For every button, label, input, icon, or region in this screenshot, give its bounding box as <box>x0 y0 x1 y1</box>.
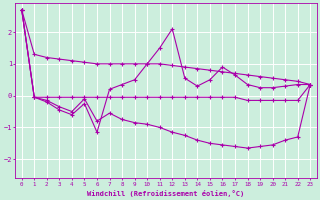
X-axis label: Windchill (Refroidissement éolien,°C): Windchill (Refroidissement éolien,°C) <box>87 190 244 197</box>
